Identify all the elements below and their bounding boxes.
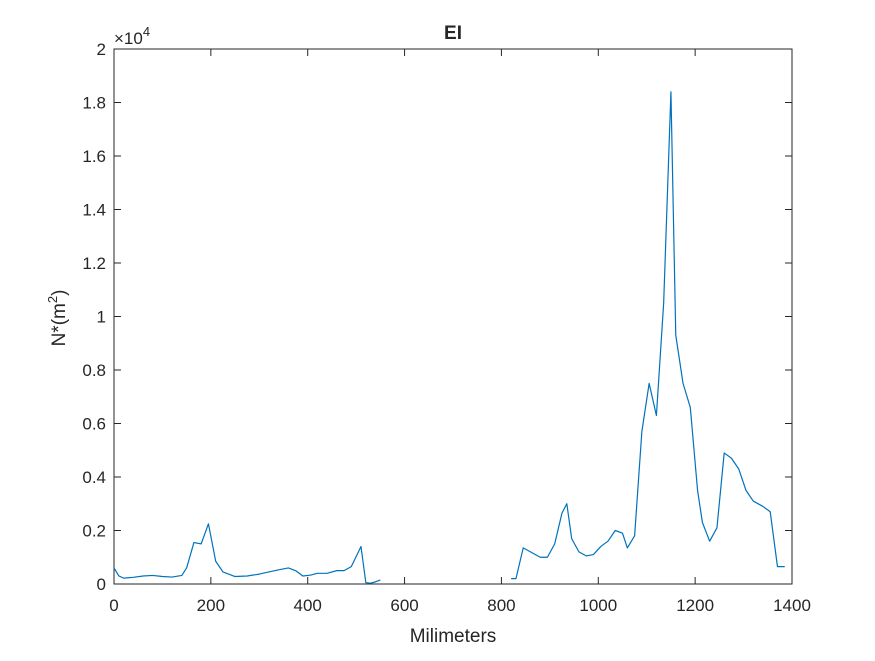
y-axis-label: N*(m2) (45, 290, 70, 347)
y-tick-label: 1.8 (82, 94, 106, 113)
y-tick-label: 1.6 (82, 147, 106, 166)
y-exponent-label: ×104 (114, 24, 150, 48)
x-ticks: 0 200 400 600 800 1000 1200 1400 (109, 49, 811, 615)
x-tick-label: 600 (390, 596, 418, 615)
y-tick-label: 0.8 (82, 361, 106, 380)
series-line-segment-2 (511, 91, 785, 580)
x-axis-label: Milimeters (410, 626, 497, 647)
x-tick-label: 800 (487, 596, 515, 615)
x-tick-label: 400 (294, 596, 322, 615)
y-tick-label: 2 (97, 40, 106, 59)
plot-area (113, 48, 793, 585)
exponent-prefix: ×10 (114, 29, 143, 48)
y-tick-label: 1.2 (82, 254, 106, 273)
x-tick-label: 1400 (773, 596, 811, 615)
y-tick-label: 0 (97, 575, 106, 594)
y-tick-label: 1 (97, 308, 106, 327)
y-ticks: 0 0.2 0.4 0.6 0.8 1 1.2 1.4 1.6 1.8 2 (82, 40, 792, 594)
y-tick-label: 1.4 (82, 201, 106, 220)
series-line-segment-1 (113, 523, 381, 584)
x-tick-label: 200 (197, 596, 225, 615)
x-tick-label: 0 (109, 596, 118, 615)
y-tick-label: 0.2 (82, 522, 106, 541)
exponent-power: 4 (143, 24, 150, 39)
x-tick-label: 1000 (579, 596, 617, 615)
y-axis-label-main: N*(m (49, 303, 70, 346)
y-tick-label: 0.6 (82, 415, 106, 434)
y-axis-label-superscript: 2 (45, 296, 60, 303)
chart-title: EI (444, 23, 462, 44)
data-series (113, 91, 785, 584)
x-tick-label: 1200 (676, 596, 714, 615)
y-axis-label-close: ) (49, 290, 70, 296)
y-tick-label: 0.4 (82, 468, 106, 487)
